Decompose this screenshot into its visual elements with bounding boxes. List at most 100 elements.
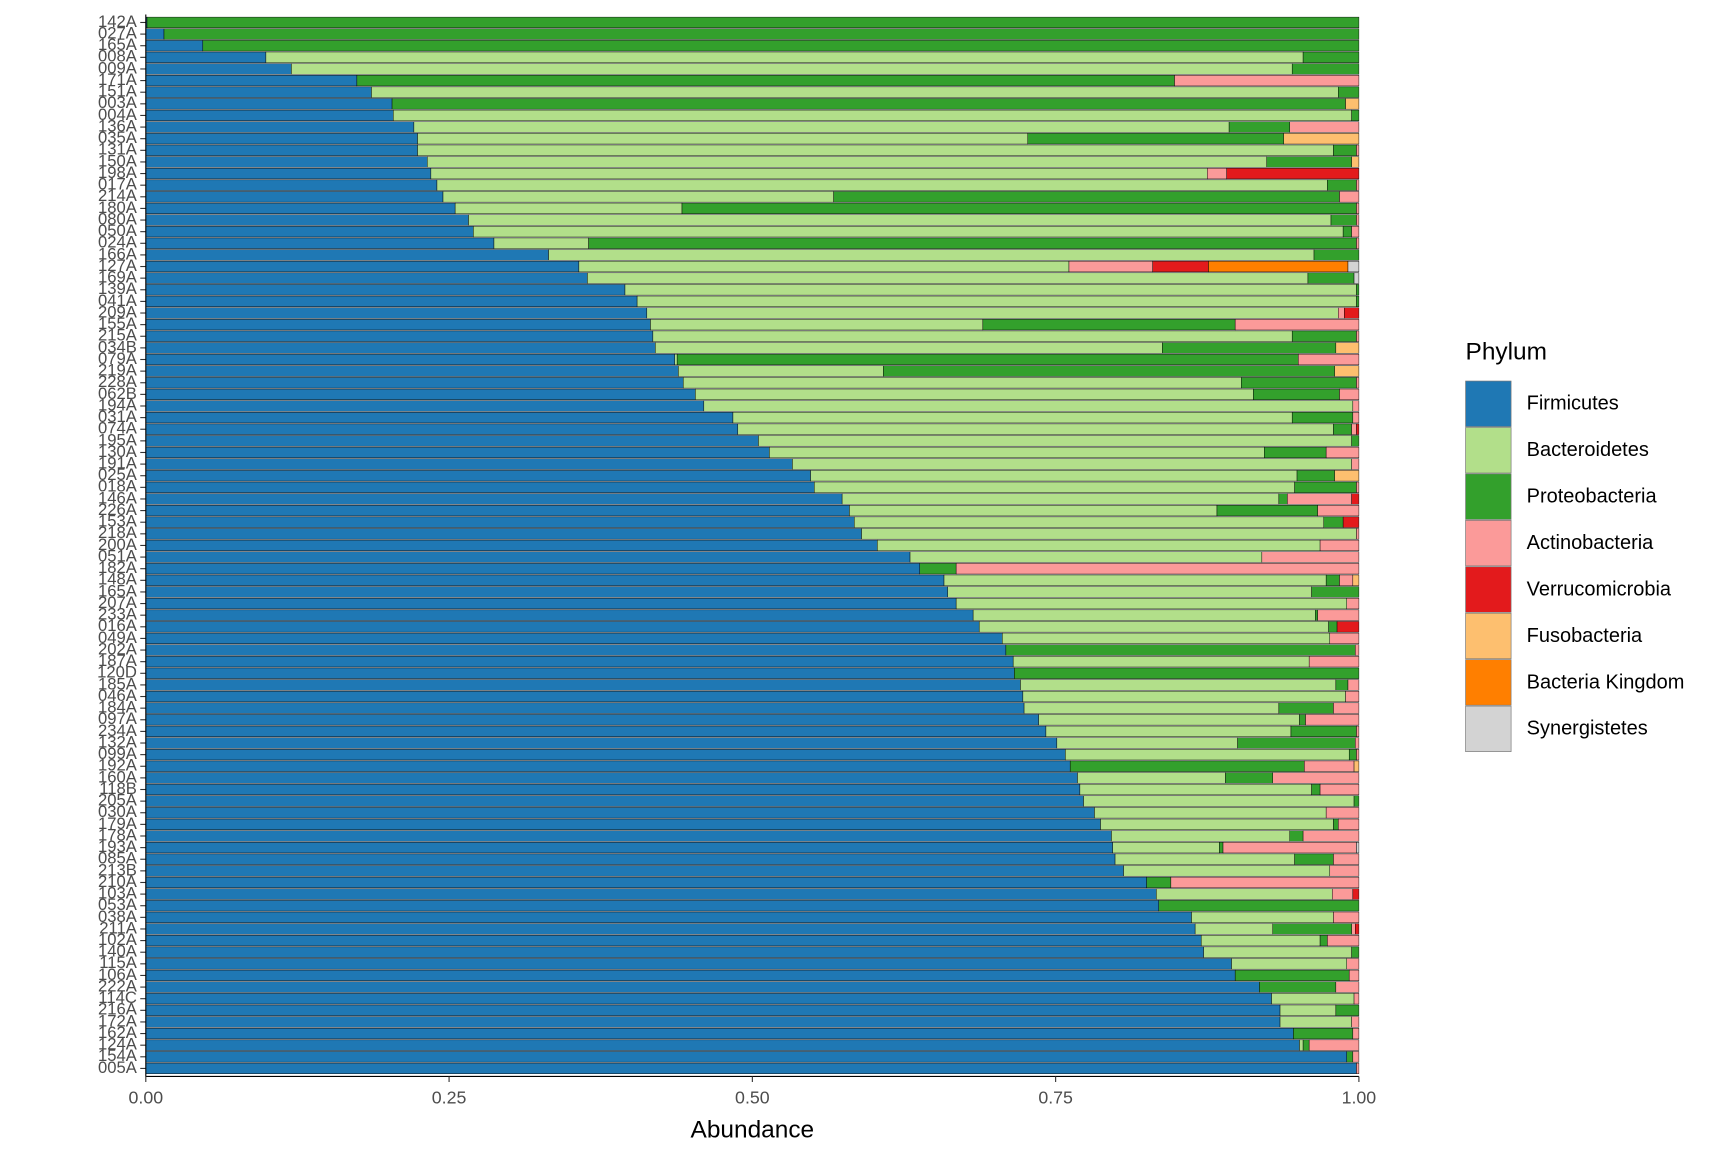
legend-swatch (1465, 612, 1512, 660)
bar-segment (1191, 911, 1334, 923)
bar-segment (1083, 795, 1355, 807)
y-tick-label: 051A (98, 546, 138, 565)
y-tick-label: 185A (98, 674, 138, 693)
bar-segment (145, 516, 855, 528)
bar-segment (1338, 307, 1345, 319)
bar-segment (1315, 609, 1318, 621)
legend-label: Verrucomicrobia (1527, 578, 1672, 600)
y-tick-label: 194A (98, 395, 138, 414)
bar-segment (145, 388, 696, 400)
bar-segment (291, 63, 1293, 75)
y-tick-label: 198A (98, 163, 138, 182)
bar-segment (1162, 342, 1337, 354)
bar-segment (436, 179, 1328, 191)
bar-segment (1335, 1004, 1360, 1016)
y-tick-label: 050A (98, 221, 138, 240)
bar-segment (1353, 272, 1360, 284)
bar-segment (1293, 1027, 1354, 1040)
bar-segment (1065, 749, 1350, 761)
y-tick-label: 146A (98, 488, 138, 507)
bar-segment (145, 621, 980, 633)
bar-segment (972, 609, 1316, 621)
bar-segment (145, 714, 1039, 726)
bar-segment (1207, 167, 1227, 180)
bar-segment (1111, 830, 1290, 842)
bar-segment (371, 86, 1339, 98)
y-tick-label: 131A (98, 140, 138, 159)
bar-segment (145, 249, 549, 261)
bar-segment (163, 28, 1360, 40)
bar-segment (732, 412, 1293, 424)
bar-segment (145, 412, 734, 424)
bar-segment (1339, 191, 1360, 203)
bar-segment (1356, 725, 1360, 737)
bar-segment (792, 458, 1352, 470)
bar-segment (1100, 818, 1334, 830)
bar-segment (1271, 993, 1355, 1005)
bar-segment (145, 342, 656, 354)
bar-segment (454, 202, 683, 214)
y-tick-label: 031A (98, 407, 138, 426)
bar-segment (1283, 133, 1360, 145)
bar-segment (854, 516, 1324, 528)
y-tick-label: 003A (98, 93, 138, 112)
y-tick-label: 053A (98, 895, 138, 914)
bar-segment (1319, 935, 1328, 947)
bar-segment (1307, 272, 1355, 284)
y-tick-label: 178A (98, 825, 138, 844)
y-tick-label: 191A (98, 454, 138, 473)
bar-segment (1353, 760, 1360, 772)
bar-segment (145, 818, 1101, 830)
bar-segment (1219, 842, 1224, 854)
bar-segment (1226, 167, 1360, 180)
bar-segment (145, 783, 1081, 796)
bar-segment (145, 272, 588, 284)
bar-segment (1329, 865, 1360, 877)
bar-segment (1158, 900, 1360, 912)
bar-segment (909, 551, 1263, 563)
bar-segment (145, 237, 495, 249)
bar-segment (1069, 760, 1305, 772)
bar-segment (1253, 388, 1340, 400)
bar-segment (1156, 888, 1333, 900)
y-tick-label: 024A (98, 233, 138, 252)
bar-segment (145, 946, 1204, 958)
bar-segment (1231, 958, 1347, 970)
bar-segment (1272, 772, 1360, 784)
bar-segment (624, 284, 1357, 296)
bar-segment (145, 539, 878, 552)
bar-segment (1351, 435, 1360, 447)
y-tick-label: 172A (98, 1011, 138, 1030)
bar-segment (1338, 86, 1360, 98)
bar-segment (145, 109, 394, 122)
y-tick-label: 018A (98, 477, 138, 496)
y-tick-label: 136A (98, 116, 138, 135)
bar-segment (145, 574, 945, 586)
y-tick-label: 234A (98, 721, 138, 740)
bar-segment (1228, 121, 1290, 133)
bar-segment (1351, 109, 1360, 122)
bar-segment (1308, 656, 1360, 668)
bar-segment (1346, 1051, 1354, 1063)
bar-segment (1356, 330, 1360, 342)
y-tick-label: 079A (98, 349, 138, 368)
bar-segment (145, 167, 432, 180)
y-tick-label: 009A (98, 58, 138, 77)
bar-segment (1290, 725, 1357, 737)
y-tick-label: 120D (97, 663, 137, 682)
y-tick-label: 097A (98, 709, 138, 728)
y-tick-label: 127A (98, 256, 138, 275)
bar-segment (1333, 702, 1360, 714)
y-tick-label: 085A (98, 849, 138, 868)
bar-segment (1234, 319, 1360, 331)
bar-segment (145, 795, 1084, 807)
bar-segment (737, 423, 1334, 435)
bar-segment (145, 725, 1047, 737)
bar-segment (1352, 1027, 1360, 1040)
bar-segment (1351, 923, 1356, 935)
bar-segment (883, 365, 1335, 377)
bar-segment (145, 667, 1015, 679)
y-tick-label: 210A (98, 872, 138, 891)
bar-segment (145, 1016, 1281, 1028)
